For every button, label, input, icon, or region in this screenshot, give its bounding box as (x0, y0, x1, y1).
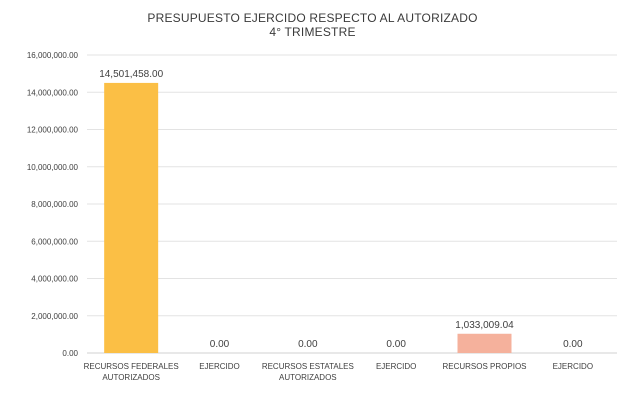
chart-subtitle: 4° TRIMESTRE (269, 25, 356, 39)
x-tick-label: RECURSOS ESTATALES (262, 362, 354, 371)
y-tick-label: 4,000,000.00 (31, 275, 78, 284)
y-tick-label: 6,000,000.00 (31, 237, 78, 246)
x-tick-label: AUTORIZADOS (279, 373, 337, 382)
data-label: 14,501,458.00 (99, 69, 163, 80)
data-label: 0.00 (210, 339, 230, 350)
y-tick-label: 10,000,000.00 (27, 163, 79, 172)
data-label: 0.00 (386, 339, 406, 350)
data-label: 0.00 (563, 339, 583, 350)
x-tick-label: RECURSOS PROPIOS (442, 362, 526, 371)
x-tick-label: RECURSOS FEDERALES (84, 362, 179, 371)
x-tick-label: EJERCIDO (553, 362, 593, 371)
bar (104, 82, 159, 354)
data-label: 1,033,009.04 (455, 320, 514, 331)
y-tick-label: 8,000,000.00 (31, 200, 78, 209)
y-tick-label: 2,000,000.00 (31, 312, 78, 321)
x-tick-label: EJERCIDO (199, 362, 239, 371)
chart-title: PRESUPUESTO EJERCIDO RESPECTO AL AUTORIZ… (147, 11, 478, 25)
bar (457, 333, 512, 353)
x-tick-label: AUTORIZADOS (102, 373, 160, 382)
y-tick-label: 0.00 (62, 349, 78, 358)
data-label: 0.00 (298, 339, 318, 350)
y-tick-label: 16,000,000.00 (27, 51, 79, 60)
x-tick-label: EJERCIDO (376, 362, 416, 371)
y-tick-label: 12,000,000.00 (27, 126, 79, 135)
y-tick-label: 14,000,000.00 (27, 88, 79, 97)
